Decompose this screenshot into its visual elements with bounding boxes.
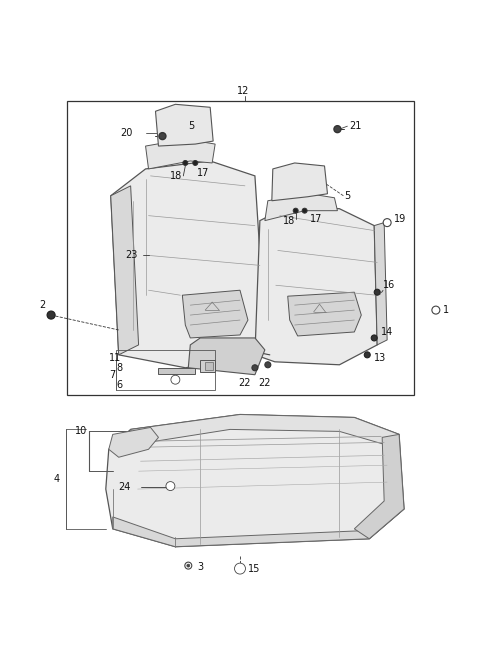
Circle shape bbox=[236, 565, 244, 573]
Text: 5: 5 bbox=[344, 191, 351, 201]
Circle shape bbox=[371, 335, 377, 341]
Text: 17: 17 bbox=[197, 168, 210, 178]
Text: 10: 10 bbox=[75, 426, 87, 436]
Text: 15: 15 bbox=[248, 564, 260, 573]
Text: 18: 18 bbox=[170, 171, 183, 181]
Circle shape bbox=[185, 562, 192, 569]
Text: 5: 5 bbox=[188, 121, 194, 131]
Text: 18: 18 bbox=[283, 216, 295, 226]
Circle shape bbox=[187, 564, 190, 567]
Text: 6: 6 bbox=[117, 380, 123, 390]
Polygon shape bbox=[188, 338, 265, 375]
Text: 16: 16 bbox=[383, 280, 396, 290]
Circle shape bbox=[159, 133, 166, 140]
Polygon shape bbox=[67, 101, 414, 395]
Text: 21: 21 bbox=[349, 121, 362, 131]
Polygon shape bbox=[265, 194, 337, 220]
Polygon shape bbox=[113, 504, 404, 546]
Polygon shape bbox=[200, 359, 215, 372]
Polygon shape bbox=[156, 104, 213, 146]
Polygon shape bbox=[354, 434, 404, 539]
Circle shape bbox=[171, 375, 180, 384]
Circle shape bbox=[334, 126, 341, 133]
Text: 1: 1 bbox=[443, 305, 449, 315]
Text: 4: 4 bbox=[53, 474, 59, 484]
Text: 3: 3 bbox=[197, 562, 204, 571]
Text: 20: 20 bbox=[120, 128, 133, 138]
Polygon shape bbox=[182, 290, 248, 338]
Polygon shape bbox=[109, 428, 158, 457]
Text: 12: 12 bbox=[237, 87, 250, 96]
Text: 14: 14 bbox=[381, 327, 394, 337]
Circle shape bbox=[252, 365, 258, 371]
Circle shape bbox=[364, 352, 370, 358]
Text: 13: 13 bbox=[374, 353, 386, 363]
Text: 19: 19 bbox=[394, 214, 407, 224]
Polygon shape bbox=[131, 415, 399, 444]
Circle shape bbox=[47, 311, 55, 319]
Circle shape bbox=[374, 289, 380, 295]
Polygon shape bbox=[106, 415, 404, 546]
Circle shape bbox=[168, 483, 173, 489]
Polygon shape bbox=[111, 161, 265, 368]
Text: 22: 22 bbox=[238, 378, 251, 388]
Text: 23: 23 bbox=[126, 251, 138, 260]
Circle shape bbox=[193, 161, 198, 165]
Text: 8: 8 bbox=[117, 363, 123, 373]
Circle shape bbox=[265, 362, 271, 368]
Text: 24: 24 bbox=[119, 482, 131, 492]
Circle shape bbox=[172, 377, 179, 382]
Polygon shape bbox=[272, 163, 327, 201]
Polygon shape bbox=[374, 222, 387, 345]
Circle shape bbox=[383, 218, 391, 226]
Circle shape bbox=[293, 208, 298, 213]
Text: 22: 22 bbox=[258, 378, 270, 388]
Circle shape bbox=[235, 563, 245, 574]
Text: 11: 11 bbox=[109, 353, 121, 363]
Circle shape bbox=[183, 161, 188, 165]
Polygon shape bbox=[145, 139, 215, 169]
Polygon shape bbox=[288, 292, 361, 336]
Polygon shape bbox=[255, 206, 377, 365]
Circle shape bbox=[302, 208, 307, 213]
Circle shape bbox=[432, 306, 440, 314]
Polygon shape bbox=[205, 362, 213, 370]
Text: 2: 2 bbox=[39, 300, 46, 310]
Polygon shape bbox=[158, 368, 195, 374]
Polygon shape bbox=[111, 186, 139, 355]
Text: 17: 17 bbox=[310, 214, 322, 224]
Text: 7: 7 bbox=[109, 370, 115, 380]
Circle shape bbox=[166, 482, 175, 491]
